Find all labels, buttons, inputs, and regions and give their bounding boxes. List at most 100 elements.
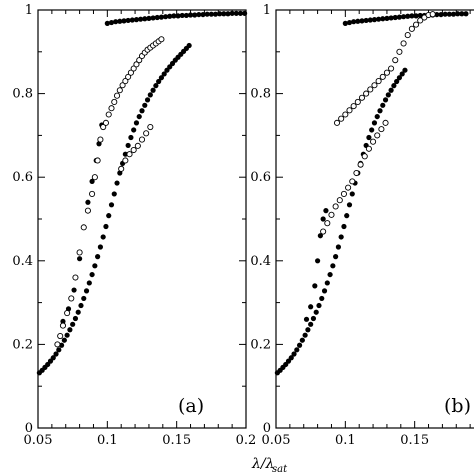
- data-point-filled: [299, 337, 305, 343]
- data-point-filled: [114, 180, 120, 186]
- data-point-filled: [344, 213, 350, 219]
- data-point-open: [122, 157, 129, 164]
- data-point-open: [130, 65, 137, 72]
- data-point-open: [64, 309, 71, 317]
- data-point-filled: [346, 19, 353, 26]
- x-axis-title: λ/λ: [251, 456, 274, 472]
- data-point-filled: [359, 18, 365, 24]
- data-point-open: [408, 25, 415, 32]
- data-point-filled: [330, 263, 336, 269]
- data-point-open: [147, 123, 154, 131]
- data-point-filled: [139, 108, 145, 114]
- data-point-open: [158, 36, 165, 43]
- x-tick-label: 0.1: [97, 433, 118, 448]
- data-point-filled: [108, 202, 115, 208]
- data-point-filled: [92, 263, 98, 269]
- data-point-open: [353, 169, 360, 177]
- data-point-filled: [442, 11, 448, 17]
- x-tick-label: 0.05: [262, 433, 291, 448]
- data-point-filled: [380, 102, 386, 108]
- data-point-open: [350, 103, 357, 110]
- data-point-filled: [385, 92, 391, 98]
- data-point-filled: [204, 11, 210, 17]
- data-point-filled: [125, 142, 131, 149]
- y-tick-label: 0.4: [12, 254, 33, 269]
- data-point-filled: [402, 67, 408, 73]
- data-point-filled: [296, 342, 303, 348]
- x-tick-label: 0.15: [162, 433, 191, 448]
- data-point-filled: [70, 321, 76, 327]
- panel-b: 0 0.2 0.4 0.6 0.8 1 0.05 0.1 0.15 (b): [250, 3, 474, 448]
- data-point-filled: [413, 13, 419, 19]
- data-point-open: [346, 107, 353, 114]
- data-point-filled: [158, 14, 165, 20]
- data-point-filled: [305, 327, 311, 333]
- data-point-open: [134, 142, 141, 149]
- data-point-filled: [315, 258, 321, 264]
- data-point-filled: [392, 14, 398, 21]
- data-point-filled: [351, 19, 357, 25]
- y-tick-label: 1: [263, 3, 271, 18]
- data-point-filled: [450, 11, 457, 17]
- data-point-filled: [323, 208, 329, 214]
- data-point-filled: [196, 11, 202, 18]
- data-point-filled: [142, 16, 148, 22]
- data-point-open: [122, 78, 129, 85]
- data-point-filled: [316, 302, 322, 309]
- data-point-filled: [459, 11, 465, 17]
- data-point-filled: [131, 127, 137, 133]
- data-point-open: [119, 82, 126, 89]
- data-point-open: [102, 119, 109, 126]
- data-point-filled: [463, 11, 469, 17]
- data-point-filled: [100, 234, 106, 240]
- data-point-filled: [147, 92, 153, 98]
- data-point-filled: [374, 113, 380, 120]
- data-point-filled: [319, 295, 325, 302]
- data-point-open: [413, 21, 420, 28]
- data-point-open: [392, 57, 399, 64]
- data-point-filled: [53, 351, 59, 357]
- data-point-filled: [121, 18, 127, 24]
- data-point-open: [84, 207, 91, 214]
- data-point-open: [349, 178, 356, 185]
- data-point-filled: [179, 12, 185, 19]
- data-point-filled: [71, 287, 77, 293]
- data-point-open: [138, 136, 146, 143]
- data-point-filled: [225, 11, 231, 17]
- data-point-open: [94, 157, 101, 164]
- x-axis-title-subscript: sat: [272, 464, 288, 474]
- data-point-filled: [125, 17, 131, 24]
- data-point-filled: [78, 302, 84, 309]
- data-point-filled: [388, 15, 394, 21]
- data-point-filled: [369, 127, 375, 133]
- data-point-open: [379, 73, 386, 80]
- data-point-filled: [399, 71, 405, 77]
- data-point-filled: [89, 178, 95, 184]
- data-point-open: [118, 165, 125, 172]
- data-point-filled: [158, 75, 165, 81]
- data-point-filled: [341, 223, 347, 230]
- data-point-filled: [302, 332, 308, 338]
- panel-a: 0 0.2 0.4 0.6 0.8 1 0.05 0.1 0.15 0.2 (a): [12, 3, 256, 448]
- data-point-open: [76, 249, 83, 256]
- data-point-open: [126, 151, 133, 158]
- data-point-open: [370, 138, 377, 145]
- data-point-filled: [67, 327, 73, 333]
- data-point-filled: [217, 11, 223, 17]
- data-point-filled: [349, 191, 355, 197]
- data-point-filled: [154, 14, 160, 21]
- data-point-filled: [391, 83, 397, 89]
- data-point-open: [375, 78, 382, 85]
- data-point-open: [374, 132, 381, 139]
- data-point-open: [125, 73, 132, 80]
- data-point-filled: [183, 12, 189, 19]
- data-point-open: [324, 220, 331, 227]
- data-point-filled: [56, 347, 62, 353]
- data-point-filled: [355, 18, 361, 24]
- y-tick-label: 0.8: [250, 87, 271, 102]
- data-point-filled: [85, 199, 91, 205]
- data-point-open: [89, 190, 96, 197]
- data-point-filled: [106, 213, 112, 219]
- data-point-open: [371, 82, 378, 89]
